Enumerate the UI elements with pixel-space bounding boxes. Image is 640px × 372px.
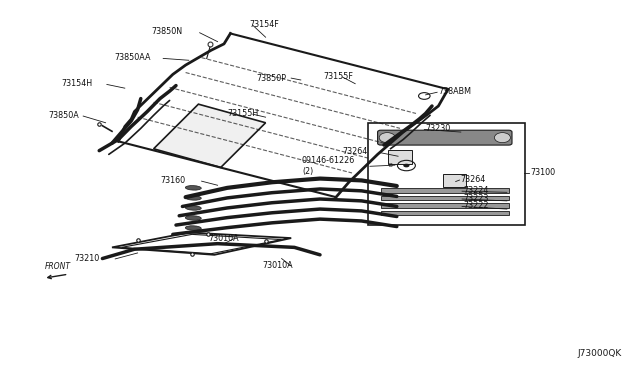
Text: 73850P: 73850P: [256, 74, 286, 83]
FancyBboxPatch shape: [388, 150, 412, 164]
FancyBboxPatch shape: [381, 188, 509, 193]
FancyBboxPatch shape: [443, 174, 466, 187]
Text: 73160: 73160: [161, 176, 186, 185]
FancyBboxPatch shape: [381, 211, 509, 215]
Text: 73155F: 73155F: [323, 72, 353, 81]
Text: 73264: 73264: [343, 147, 368, 156]
Text: B: B: [388, 163, 392, 168]
Text: 73850N: 73850N: [151, 27, 182, 36]
Text: 73010A: 73010A: [208, 234, 239, 243]
FancyBboxPatch shape: [381, 196, 509, 200]
Text: 73100: 73100: [530, 169, 555, 177]
FancyBboxPatch shape: [381, 203, 509, 208]
Text: 73222: 73222: [463, 201, 489, 210]
Ellipse shape: [186, 196, 201, 200]
Ellipse shape: [186, 186, 201, 190]
Ellipse shape: [186, 226, 201, 230]
Text: 73850AA: 73850AA: [114, 53, 150, 62]
Text: 73223: 73223: [463, 194, 489, 203]
Ellipse shape: [186, 216, 201, 220]
Ellipse shape: [494, 133, 511, 143]
Text: 73210: 73210: [74, 254, 99, 263]
Text: 73155H: 73155H: [227, 109, 259, 118]
Polygon shape: [154, 104, 266, 167]
Text: 73264: 73264: [461, 175, 486, 184]
Text: 73154H: 73154H: [61, 79, 93, 88]
Text: FRONT: FRONT: [45, 262, 70, 271]
Text: 09146-61226
(2): 09146-61226 (2): [302, 156, 355, 176]
Circle shape: [403, 164, 410, 167]
Text: 73850A: 73850A: [48, 111, 79, 120]
Text: 738ABM: 738ABM: [438, 87, 472, 96]
Ellipse shape: [379, 133, 396, 143]
Ellipse shape: [186, 206, 201, 210]
Text: J73000QK: J73000QK: [578, 349, 622, 358]
Text: 73010A: 73010A: [262, 262, 293, 270]
FancyBboxPatch shape: [378, 130, 512, 145]
Text: 73230: 73230: [426, 124, 451, 133]
Text: 73154F: 73154F: [250, 20, 279, 29]
Text: 73224: 73224: [463, 186, 489, 195]
